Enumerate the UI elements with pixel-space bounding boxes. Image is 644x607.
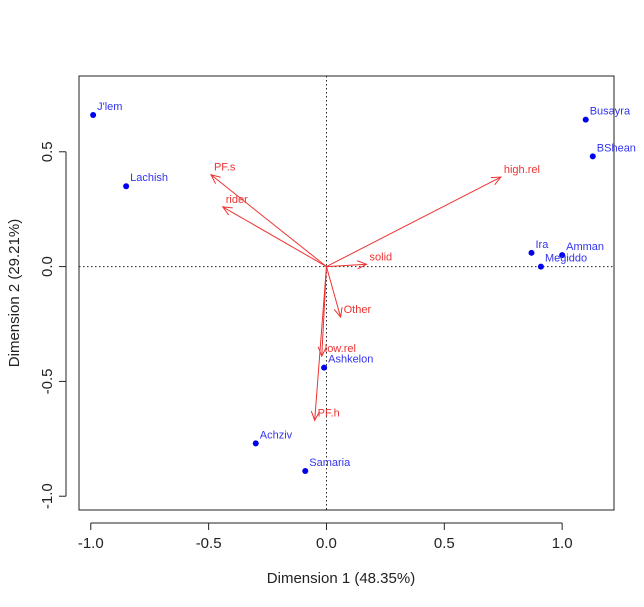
data-point — [528, 249, 535, 256]
arrow-head — [333, 307, 343, 319]
data-point — [559, 252, 566, 259]
data-point — [589, 153, 596, 160]
arrow-label: solid — [370, 251, 393, 263]
arrow-rider: rider — [221, 194, 327, 268]
point-label: Ira — [536, 239, 550, 251]
y-axis: -1.0 -0.5 0.0 0.5 — [39, 141, 67, 509]
y-axis-title: Dimension 2 (29.21%) — [6, 219, 23, 367]
point-label: Amman — [566, 241, 604, 253]
site-points: J'lem Lachish Busayra BShean Ira AmmanMegiddo… — [90, 101, 636, 474]
point-ashkelon: Ashkelon — [321, 354, 373, 371]
arrow-head — [490, 176, 502, 186]
variable-arrows: PF.s rider high.rel solid Other low.rel PF.h — [210, 162, 540, 422]
arrow-head — [310, 410, 320, 422]
x-tick-label: 0.5 — [434, 535, 455, 552]
data-point — [302, 467, 309, 474]
point-label: Lachish — [130, 172, 168, 184]
arrow-high-rel: high.rel — [326, 164, 540, 268]
arrow-label: rider — [226, 194, 248, 206]
point-label: Achziv — [260, 429, 293, 441]
point-label: Samaria — [309, 457, 351, 469]
arrow-pf-h: PF.h — [310, 266, 340, 422]
x-axis-title: Dimension 1 (48.35%) — [267, 570, 415, 587]
arrow-shaft — [314, 266, 327, 421]
point-ira: Ira — [528, 239, 550, 256]
arrow-solid: solid — [326, 251, 393, 270]
data-point — [252, 440, 259, 447]
y-tick-label: -0.5 — [39, 368, 56, 394]
arrow-head — [357, 260, 368, 270]
x-tick-label: -0.5 — [196, 535, 222, 552]
arrow-label: PF.s — [214, 162, 236, 174]
y-tick-label: -1.0 — [39, 483, 56, 509]
point-lachish: Lachish — [123, 172, 168, 190]
point-label: Megiddo — [545, 253, 587, 265]
point-amman: Amman — [559, 241, 604, 259]
x-tick-label: 1.0 — [552, 535, 573, 552]
arrow-label: Other — [344, 304, 372, 316]
x-axis: -1.0 -0.5 0.0 0.5 1.0 — [78, 522, 573, 552]
point-achziv: Achziv — [252, 429, 293, 447]
point-label: Ashkelon — [328, 354, 373, 366]
point-megiddo: Megiddo — [537, 253, 587, 270]
y-tick-label: 0.5 — [39, 141, 56, 162]
reference-lines — [79, 76, 614, 510]
point-j-lem: J'lem — [90, 101, 122, 119]
point-bshean: BShean — [589, 142, 636, 160]
arrow-shaft — [210, 174, 327, 267]
arrow-head — [210, 173, 221, 184]
data-point — [90, 112, 97, 119]
arrow-label: PF.h — [318, 407, 340, 419]
data-point — [582, 116, 589, 123]
y-tick-label: 0.0 — [39, 256, 56, 277]
data-point — [537, 263, 544, 270]
arrow-other: Other — [325, 266, 372, 319]
arrow-shaft — [222, 206, 327, 268]
arrow-shaft — [326, 263, 367, 268]
data-point — [123, 183, 130, 190]
point-label: BShean — [597, 142, 636, 154]
arrow-label: low.rel — [325, 343, 356, 355]
arrow-head — [221, 206, 233, 216]
data-point — [321, 364, 328, 371]
point-samaria: Samaria — [302, 457, 351, 474]
point-label: J'lem — [97, 101, 122, 113]
arrow-label: high.rel — [504, 164, 540, 176]
point-busayra: Busayra — [582, 106, 631, 123]
arrow-pf-s: PF.s — [210, 162, 327, 267]
arrow-shaft — [326, 176, 502, 268]
plot-frame — [78, 75, 615, 511]
x-tick-label: -1.0 — [78, 535, 104, 552]
point-label: Busayra — [590, 106, 631, 118]
arrow-shaft — [325, 266, 342, 318]
x-tick-label: 0.0 — [316, 535, 337, 552]
arrow-head — [317, 346, 327, 358]
